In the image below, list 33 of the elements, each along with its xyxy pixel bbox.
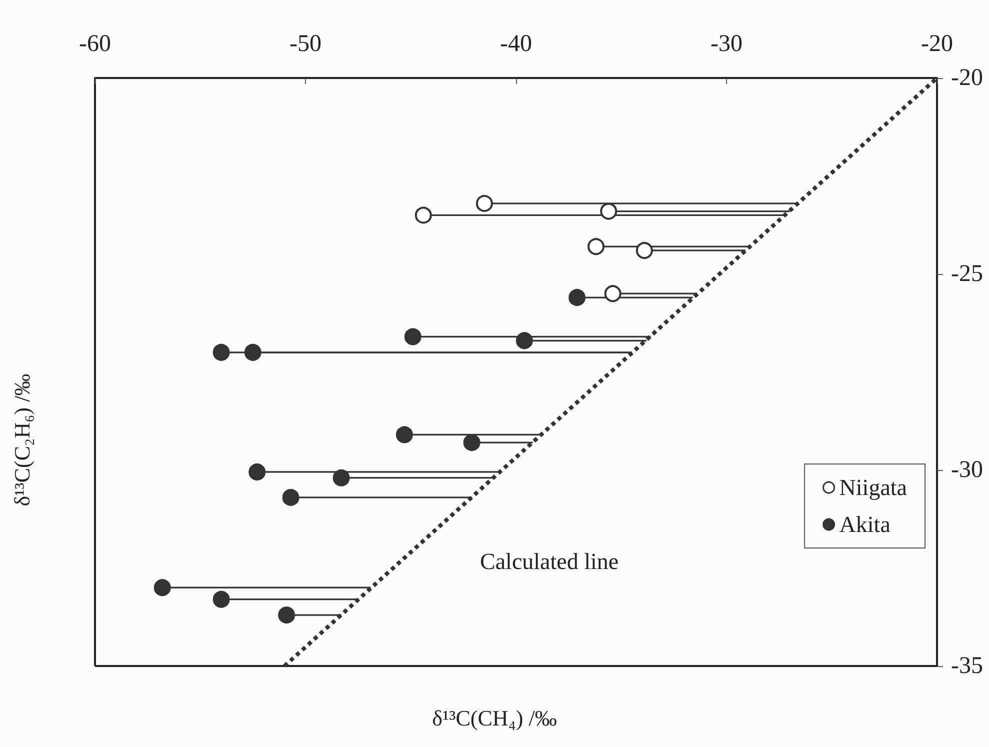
y-tick-label: -30 bbox=[951, 457, 983, 483]
point bbox=[332, 469, 350, 486]
x-tick-label: -20 bbox=[921, 31, 953, 57]
y-tick-label: -20 bbox=[951, 65, 983, 91]
point bbox=[588, 238, 604, 256]
legend-label: Akita bbox=[839, 512, 890, 537]
point bbox=[396, 426, 413, 444]
point bbox=[212, 590, 230, 608]
y-axis-title: δ¹³C(C₂H₆) /‰ bbox=[10, 374, 34, 506]
point bbox=[282, 488, 300, 506]
point bbox=[154, 579, 171, 596]
point bbox=[476, 194, 493, 212]
x-tick-label: -40 bbox=[500, 31, 532, 57]
point bbox=[248, 463, 266, 480]
point bbox=[404, 328, 422, 346]
x-tick-label: -30 bbox=[710, 31, 742, 57]
legend-label: Niigata bbox=[839, 475, 908, 500]
point bbox=[463, 434, 480, 452]
x-tick-label: -60 bbox=[79, 31, 111, 57]
point bbox=[568, 289, 586, 306]
y-tick-label: -25 bbox=[951, 261, 983, 287]
point bbox=[212, 344, 230, 361]
point bbox=[600, 202, 618, 220]
point bbox=[244, 344, 262, 361]
point bbox=[278, 606, 296, 624]
point bbox=[636, 242, 653, 259]
annotation: Calculated line bbox=[480, 549, 619, 574]
y-tick-label: -35 bbox=[951, 653, 983, 679]
x-tick-label: -50 bbox=[290, 31, 322, 57]
point bbox=[516, 332, 533, 350]
x-axis-title: δ¹³C(CH₄) /‰ bbox=[432, 706, 557, 730]
point bbox=[414, 206, 432, 224]
point bbox=[604, 285, 622, 302]
